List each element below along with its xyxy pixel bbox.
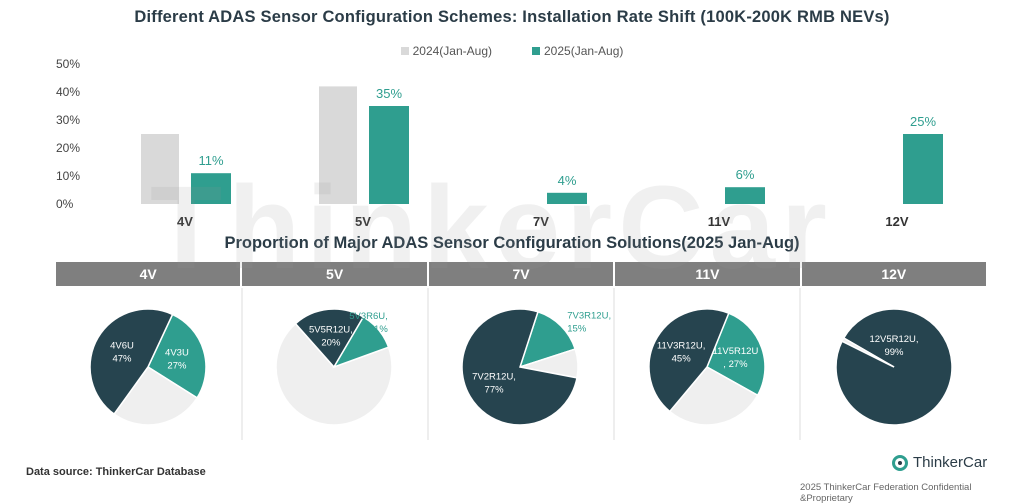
bar-2025-7v — [547, 192, 587, 204]
y-tick-label: 10% — [56, 169, 80, 183]
y-tick-label: 50% — [56, 57, 80, 71]
pie-slice-11v-2 — [648, 308, 730, 413]
bar-2024-5v — [319, 86, 357, 204]
bar-chart-legend: 2024(Jan-Aug) 2025(Jan-Aug) — [0, 44, 1024, 58]
bar-2025-11v — [725, 187, 765, 204]
pie-label: 7V2R12U, 77% — [472, 371, 516, 395]
legend-swatch-2024 — [400, 47, 409, 55]
y-tick-label: 20% — [56, 141, 80, 155]
x-tick-label: 11V — [708, 214, 731, 229]
bar-data-label: 6% — [736, 167, 755, 182]
x-tick-label: 7V — [533, 214, 549, 229]
pie-label: 11V5R12U, 27% — [713, 346, 759, 370]
pie-header-11v: 11V — [615, 262, 802, 286]
legend-item-2025: 2025(Jan-Aug) — [532, 44, 623, 58]
bar-chart: 0% 10% 20% 30% 40% 50% 11% 4V 35% 5V 4% 7V 6% 11V 25% 1… — [56, 57, 943, 229]
pie-slice-7v-2 — [461, 308, 578, 426]
copyright: 2025 ThinkerCar Federation Confidential … — [800, 482, 972, 504]
pie-header-4v: 4V — [56, 262, 243, 286]
pie-slice-4v-2 — [89, 308, 174, 416]
brand-logo: ThinkerCar — [892, 454, 987, 471]
pie-header-5v: 5V — [242, 262, 429, 286]
bar-2025-5v — [369, 106, 409, 204]
brand-name: ThinkerCar — [913, 454, 988, 471]
y-tick-label: 0% — [56, 197, 74, 211]
pie-slice-5v-0 — [275, 322, 393, 426]
pie-slice-4v-0 — [147, 313, 207, 399]
y-tick-label: 40% — [56, 85, 80, 99]
pie-label: 5V5R12U, 20% — [309, 324, 353, 348]
bar-2025-4v — [191, 173, 231, 204]
pie-header-12v: 12V — [881, 266, 907, 282]
x-tick-label: 4V — [177, 214, 193, 229]
pie-label: 4V3U 27% — [165, 347, 189, 371]
legend-label-2025: 2025(Jan-Aug) — [544, 44, 624, 58]
y-tick-label: 30% — [56, 113, 80, 127]
pie-section-title: Proportion of Major ADAS Sensor Configur… — [224, 234, 800, 252]
pie-header-7v: 7V — [429, 262, 616, 286]
pie-slice-5v-1 — [294, 308, 365, 369]
bar-chart-title: Different ADAS Sensor Configuration Sche… — [134, 8, 890, 26]
pie-label: 11V3R12U, 45% — [657, 340, 705, 364]
bar-2025-12v — [903, 134, 943, 204]
bar-data-label: 25% — [910, 114, 936, 129]
pie-slice-5v-2 — [332, 315, 390, 369]
pie-label: 5V3R6U, 11% — [349, 311, 388, 335]
pie-label: 7V3R12U, 15% — [567, 311, 611, 335]
pie-header-row: 4V 5V 7V 11V 12V — [56, 262, 986, 286]
legend-item-2024: 2024(Jan-Aug) — [400, 44, 492, 58]
bar-data-label: 11% — [198, 153, 223, 168]
pie-slice-4v-1 — [113, 365, 199, 426]
pie-slice-11v-1 — [668, 366, 759, 426]
x-tick-label: 5V — [355, 214, 371, 229]
legend-label-2024: 2024(Jan-Aug) — [412, 44, 492, 58]
pie-label: 12V5R12U, 99% — [869, 334, 918, 358]
x-tick-label: 12V — [885, 214, 908, 229]
logo-icon — [892, 454, 908, 471]
bar-data-label: 4% — [558, 173, 577, 188]
pie-slice-12v-1 — [841, 336, 895, 368]
bar-data-label: 35% — [376, 86, 402, 101]
pie-label: 4V6U 47% — [110, 341, 134, 365]
legend-swatch-2025 — [532, 47, 540, 55]
bar-2024-4v — [141, 134, 179, 204]
data-source: Data source: ThinkerCar Database — [26, 466, 206, 478]
